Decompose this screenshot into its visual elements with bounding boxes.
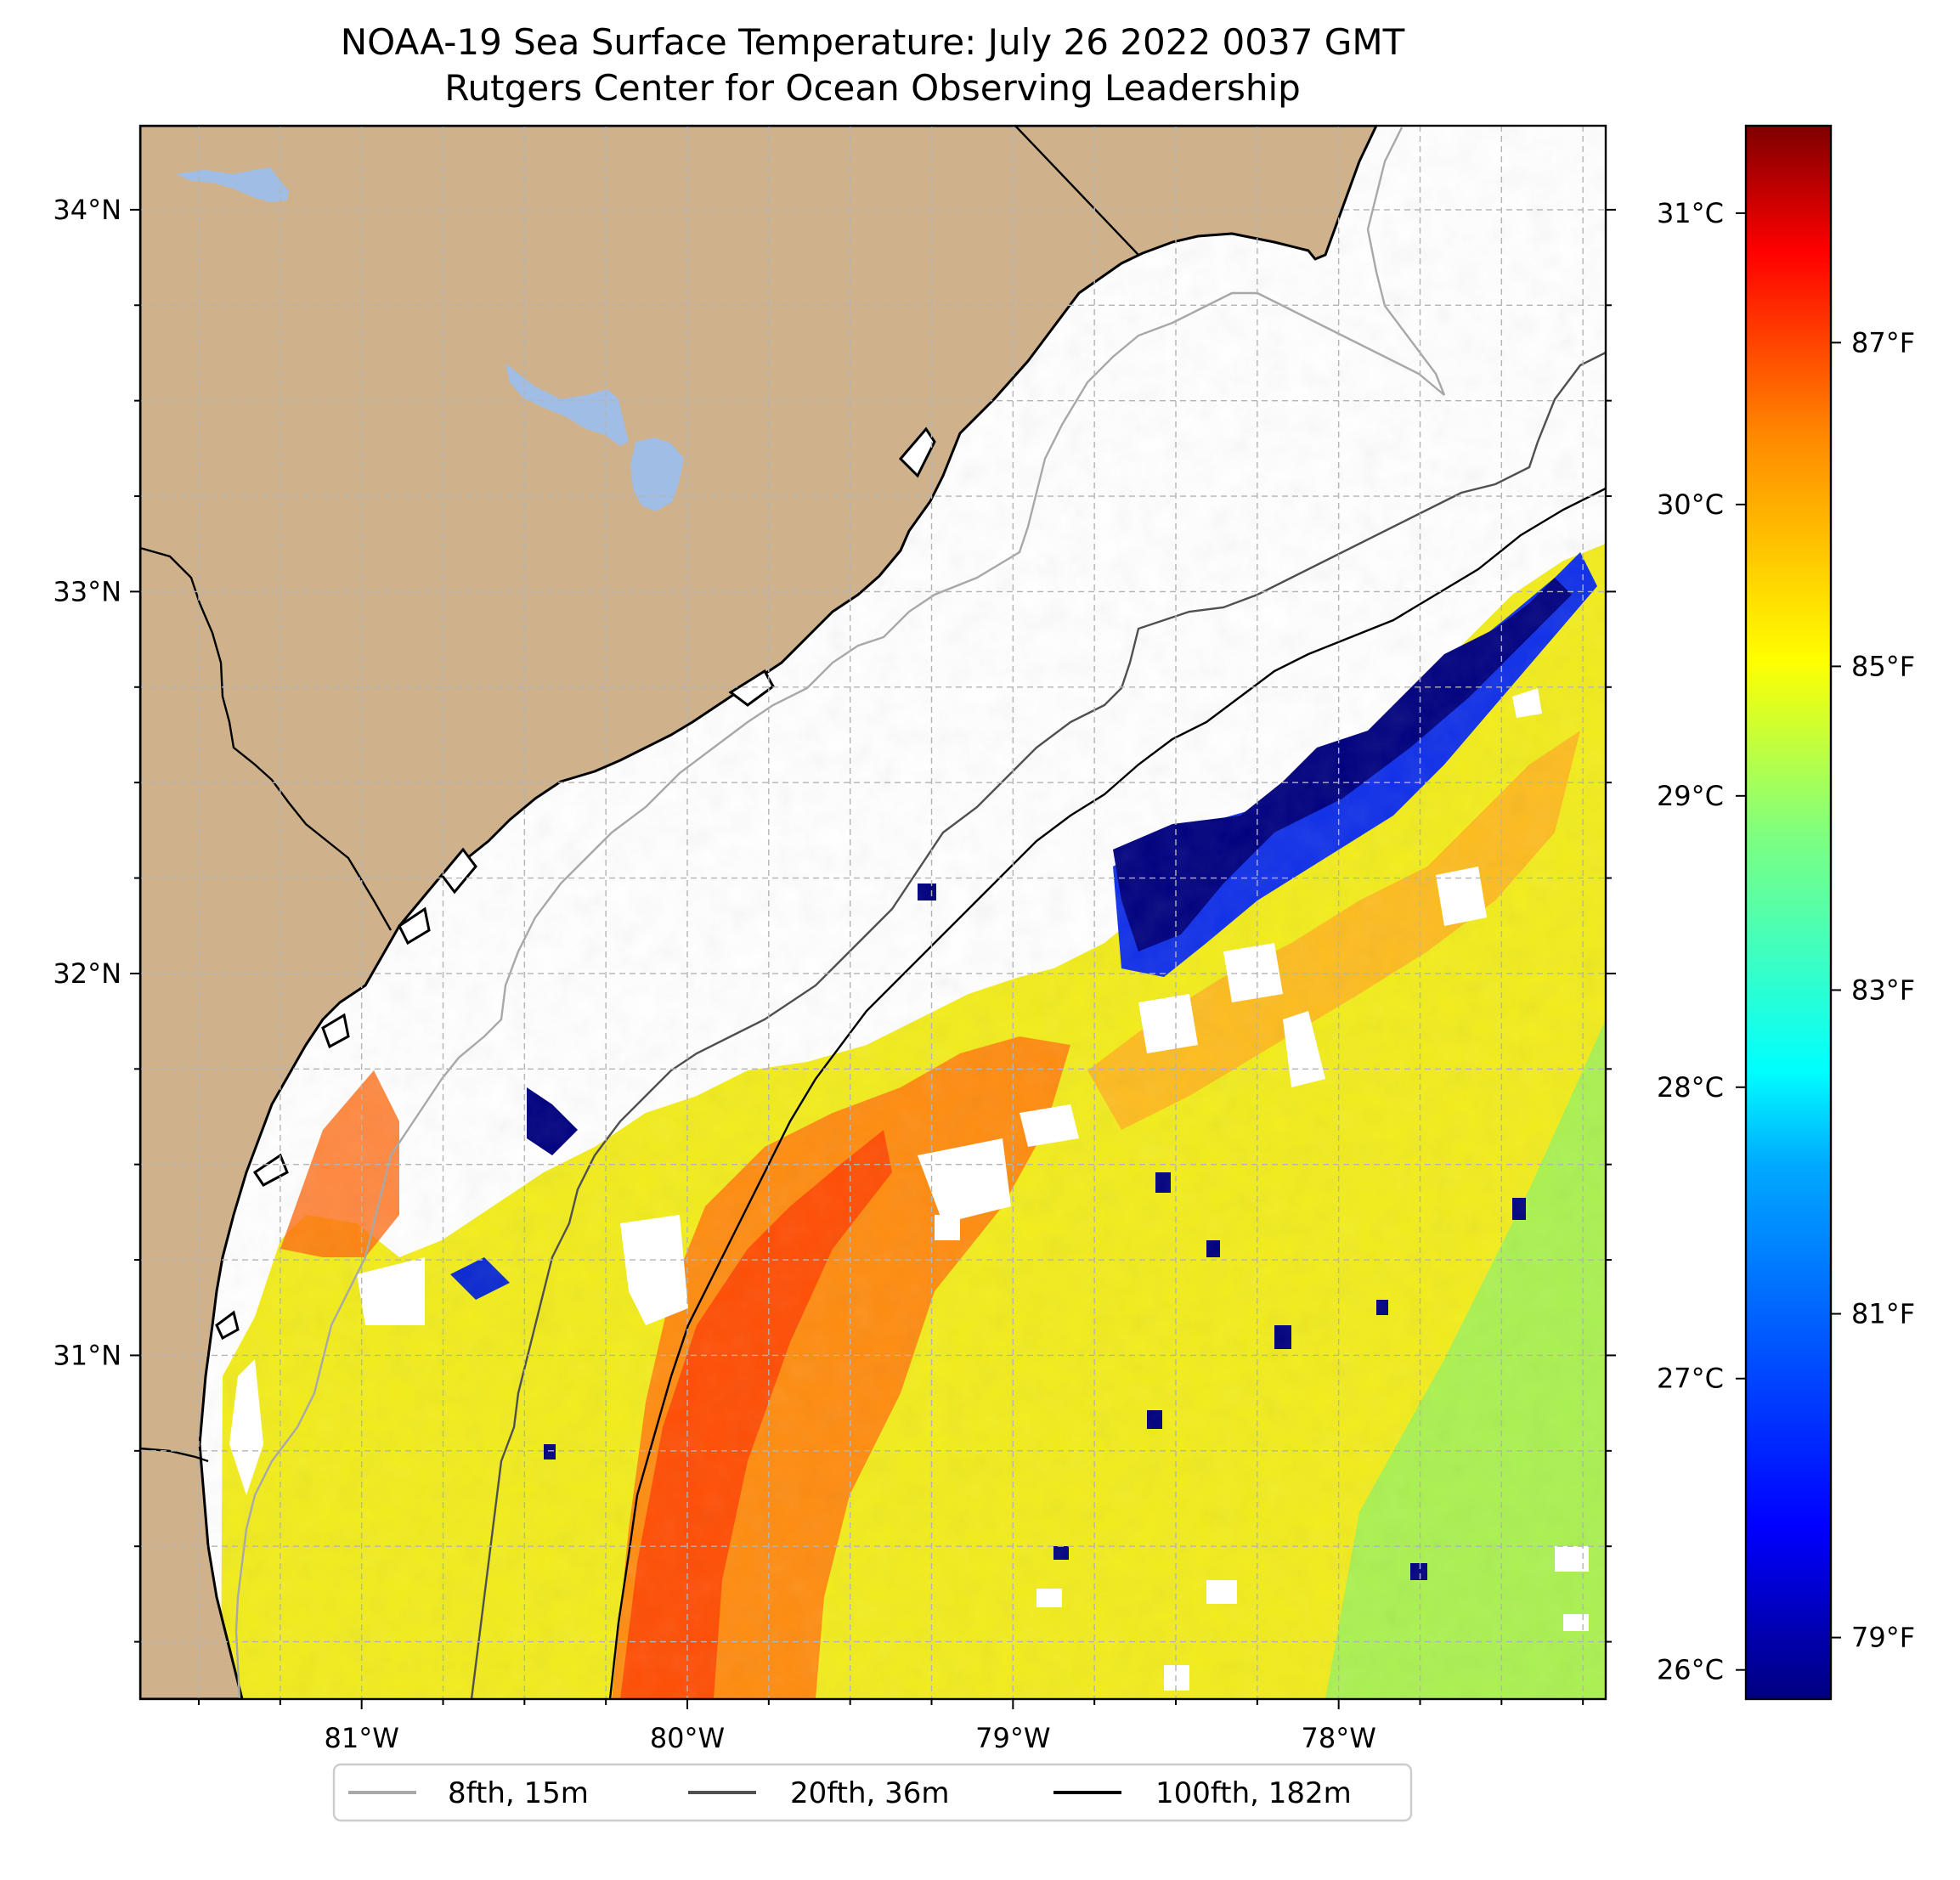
lake-marion xyxy=(506,364,629,446)
legend-label-36m: 20fth, 36m xyxy=(790,1776,950,1810)
colorbar xyxy=(1744,124,1833,1701)
isobath-182m xyxy=(608,487,1606,1699)
map-frame xyxy=(138,124,1607,1701)
lat-tick-label: 31°N xyxy=(53,1339,121,1371)
legend-box xyxy=(332,1763,1413,1822)
lat-tick-label: 33°N xyxy=(53,575,121,607)
gridlines xyxy=(140,126,1606,1699)
state-border-sc-nc xyxy=(1014,126,1139,256)
coastal-inlets xyxy=(215,426,936,1341)
celsius-tick-label: 29°C xyxy=(1657,780,1724,812)
fahrenheit-tick-label: 85°F xyxy=(1851,650,1915,682)
celsius-tick-label: 31°C xyxy=(1657,197,1724,229)
legend-label-182m: 100fth, 182m xyxy=(1155,1776,1352,1810)
isobath-15m xyxy=(234,127,1446,1699)
map-axes: 34°N 33°N 32°N 31°N 81°W 80°W 79°W 78°W xyxy=(53,194,1616,1754)
lat-tick-label: 32°N xyxy=(53,957,121,990)
lon-tick-label: 80°W xyxy=(650,1722,725,1754)
lake-northwest xyxy=(176,167,289,202)
colorbar-axes: 31°C 30°C 29°C 28°C 27°C 26°C 87°F 85°F 83°F 81°F… xyxy=(1657,197,1915,1686)
fahrenheit-tick-label: 79°F xyxy=(1851,1622,1915,1654)
lon-tick-label: 78°W xyxy=(1301,1722,1375,1754)
lon-tick-label: 81°W xyxy=(324,1722,398,1754)
celsius-tick-label: 28°C xyxy=(1657,1071,1724,1104)
legend-label-15m: 8fth, 15m xyxy=(448,1776,589,1810)
celsius-tick-label: 27°C xyxy=(1657,1363,1724,1395)
chart-subtitle: Rutgers Center for Ocean Observing Leade… xyxy=(444,67,1301,109)
fahrenheit-tick-label: 81°F xyxy=(1851,1298,1915,1330)
lon-tick-label: 79°W xyxy=(975,1722,1050,1754)
celsius-tick-label: 26°C xyxy=(1657,1654,1724,1686)
lake-moultrie xyxy=(630,438,684,511)
isobath-36m xyxy=(470,351,1606,1699)
lat-tick-label: 34°N xyxy=(53,194,121,226)
celsius-tick-label: 30°C xyxy=(1657,488,1724,521)
chart-title: NOAA-19 Sea Surface Temperature: July 26… xyxy=(341,21,1405,63)
map-panel xyxy=(140,126,1606,1699)
legend: 8fth, 15m 20fth, 36m 100fth, 182m xyxy=(332,1763,1413,1822)
state-border-fl-ga xyxy=(140,1447,209,1463)
state-border-ga-sc xyxy=(140,546,393,931)
land-mass xyxy=(140,126,1378,1699)
fahrenheit-tick-label: 83°F xyxy=(1851,974,1915,1006)
fahrenheit-tick-label: 87°F xyxy=(1851,326,1915,358)
